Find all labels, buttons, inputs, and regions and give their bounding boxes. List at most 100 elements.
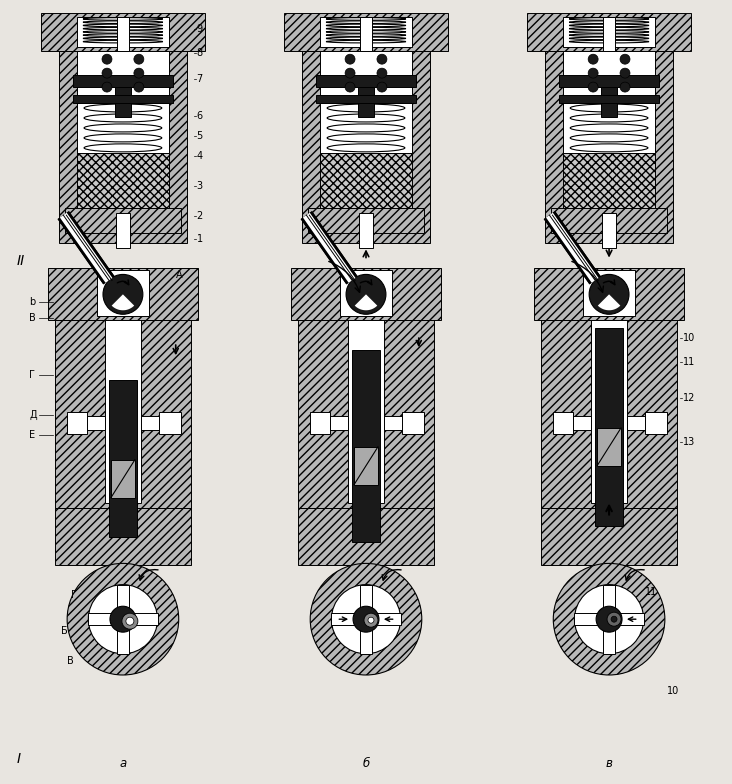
Text: 5: 5 — [197, 131, 203, 141]
Circle shape — [364, 613, 378, 627]
Text: 6: 6 — [197, 111, 203, 121]
Text: 13: 13 — [683, 437, 695, 447]
Bar — [354, 447, 378, 485]
Circle shape — [102, 68, 112, 78]
Bar — [551, 208, 667, 233]
Bar — [291, 268, 441, 320]
Bar — [111, 459, 135, 498]
Bar — [360, 585, 372, 654]
Bar — [308, 208, 424, 233]
Bar — [302, 51, 430, 242]
Bar — [573, 416, 591, 430]
Bar — [332, 613, 400, 625]
Circle shape — [134, 82, 144, 92]
Circle shape — [67, 564, 179, 675]
Bar — [542, 320, 677, 507]
Bar — [358, 87, 374, 117]
Polygon shape — [112, 294, 134, 310]
Bar — [159, 412, 181, 434]
Text: 8: 8 — [197, 48, 203, 58]
Bar — [320, 17, 412, 47]
Text: 7: 7 — [197, 74, 203, 84]
Bar — [117, 585, 129, 654]
Bar — [591, 320, 627, 503]
Circle shape — [122, 613, 138, 629]
Bar — [77, 153, 169, 208]
Text: 11: 11 — [645, 587, 657, 597]
Bar — [340, 270, 392, 316]
Circle shape — [377, 82, 387, 92]
Bar — [563, 153, 655, 208]
Circle shape — [607, 612, 621, 626]
Bar — [77, 51, 169, 111]
Bar — [595, 328, 623, 525]
Text: Б: Б — [61, 626, 68, 636]
Bar — [48, 268, 198, 320]
Bar — [109, 380, 137, 538]
Bar — [316, 75, 416, 87]
Circle shape — [345, 82, 355, 92]
Bar — [534, 268, 684, 320]
Bar — [117, 17, 129, 51]
Bar — [597, 428, 621, 466]
Circle shape — [588, 68, 598, 78]
Circle shape — [620, 68, 630, 78]
Bar — [320, 153, 412, 208]
Text: в: в — [605, 757, 613, 770]
Circle shape — [368, 617, 374, 623]
Circle shape — [134, 68, 144, 78]
Bar — [116, 212, 130, 248]
Text: б: б — [362, 757, 370, 770]
Circle shape — [620, 82, 630, 92]
Text: 4: 4 — [197, 151, 203, 161]
Bar — [115, 87, 131, 117]
Bar — [87, 416, 105, 430]
Text: В: В — [67, 656, 74, 666]
Text: II: II — [16, 255, 25, 268]
Circle shape — [611, 616, 617, 622]
Bar — [89, 613, 157, 625]
Bar — [627, 416, 645, 430]
Text: 10: 10 — [667, 686, 679, 696]
Bar — [563, 17, 655, 47]
Bar — [141, 416, 159, 430]
Bar — [563, 103, 655, 153]
Bar — [352, 350, 380, 543]
Polygon shape — [355, 294, 377, 310]
Bar — [77, 103, 169, 153]
Circle shape — [553, 564, 665, 675]
Bar — [97, 270, 149, 316]
Bar — [65, 208, 181, 233]
Bar — [553, 412, 573, 434]
Circle shape — [575, 585, 643, 654]
Bar — [575, 613, 643, 625]
Bar — [73, 75, 173, 87]
Text: 3: 3 — [197, 181, 203, 191]
Text: Г: Г — [29, 370, 35, 380]
Text: Д: Д — [29, 410, 37, 420]
Text: I: I — [16, 752, 20, 766]
Circle shape — [588, 82, 598, 92]
Text: 9: 9 — [197, 24, 203, 34]
Bar — [542, 507, 677, 565]
Circle shape — [377, 54, 387, 64]
Text: 11: 11 — [683, 357, 695, 367]
Text: 10: 10 — [683, 333, 695, 343]
Circle shape — [102, 82, 112, 92]
Bar — [527, 13, 691, 51]
Circle shape — [346, 274, 386, 314]
Text: Г: Г — [71, 590, 77, 601]
Bar — [316, 95, 416, 103]
Bar — [348, 320, 384, 503]
Bar — [402, 412, 424, 434]
Bar — [73, 95, 173, 103]
Circle shape — [89, 585, 157, 654]
Circle shape — [588, 54, 598, 64]
Circle shape — [332, 585, 400, 654]
Circle shape — [126, 617, 134, 625]
Circle shape — [353, 606, 379, 632]
Circle shape — [345, 54, 355, 64]
Bar — [602, 212, 616, 248]
Bar — [563, 51, 655, 111]
Bar — [603, 585, 615, 654]
